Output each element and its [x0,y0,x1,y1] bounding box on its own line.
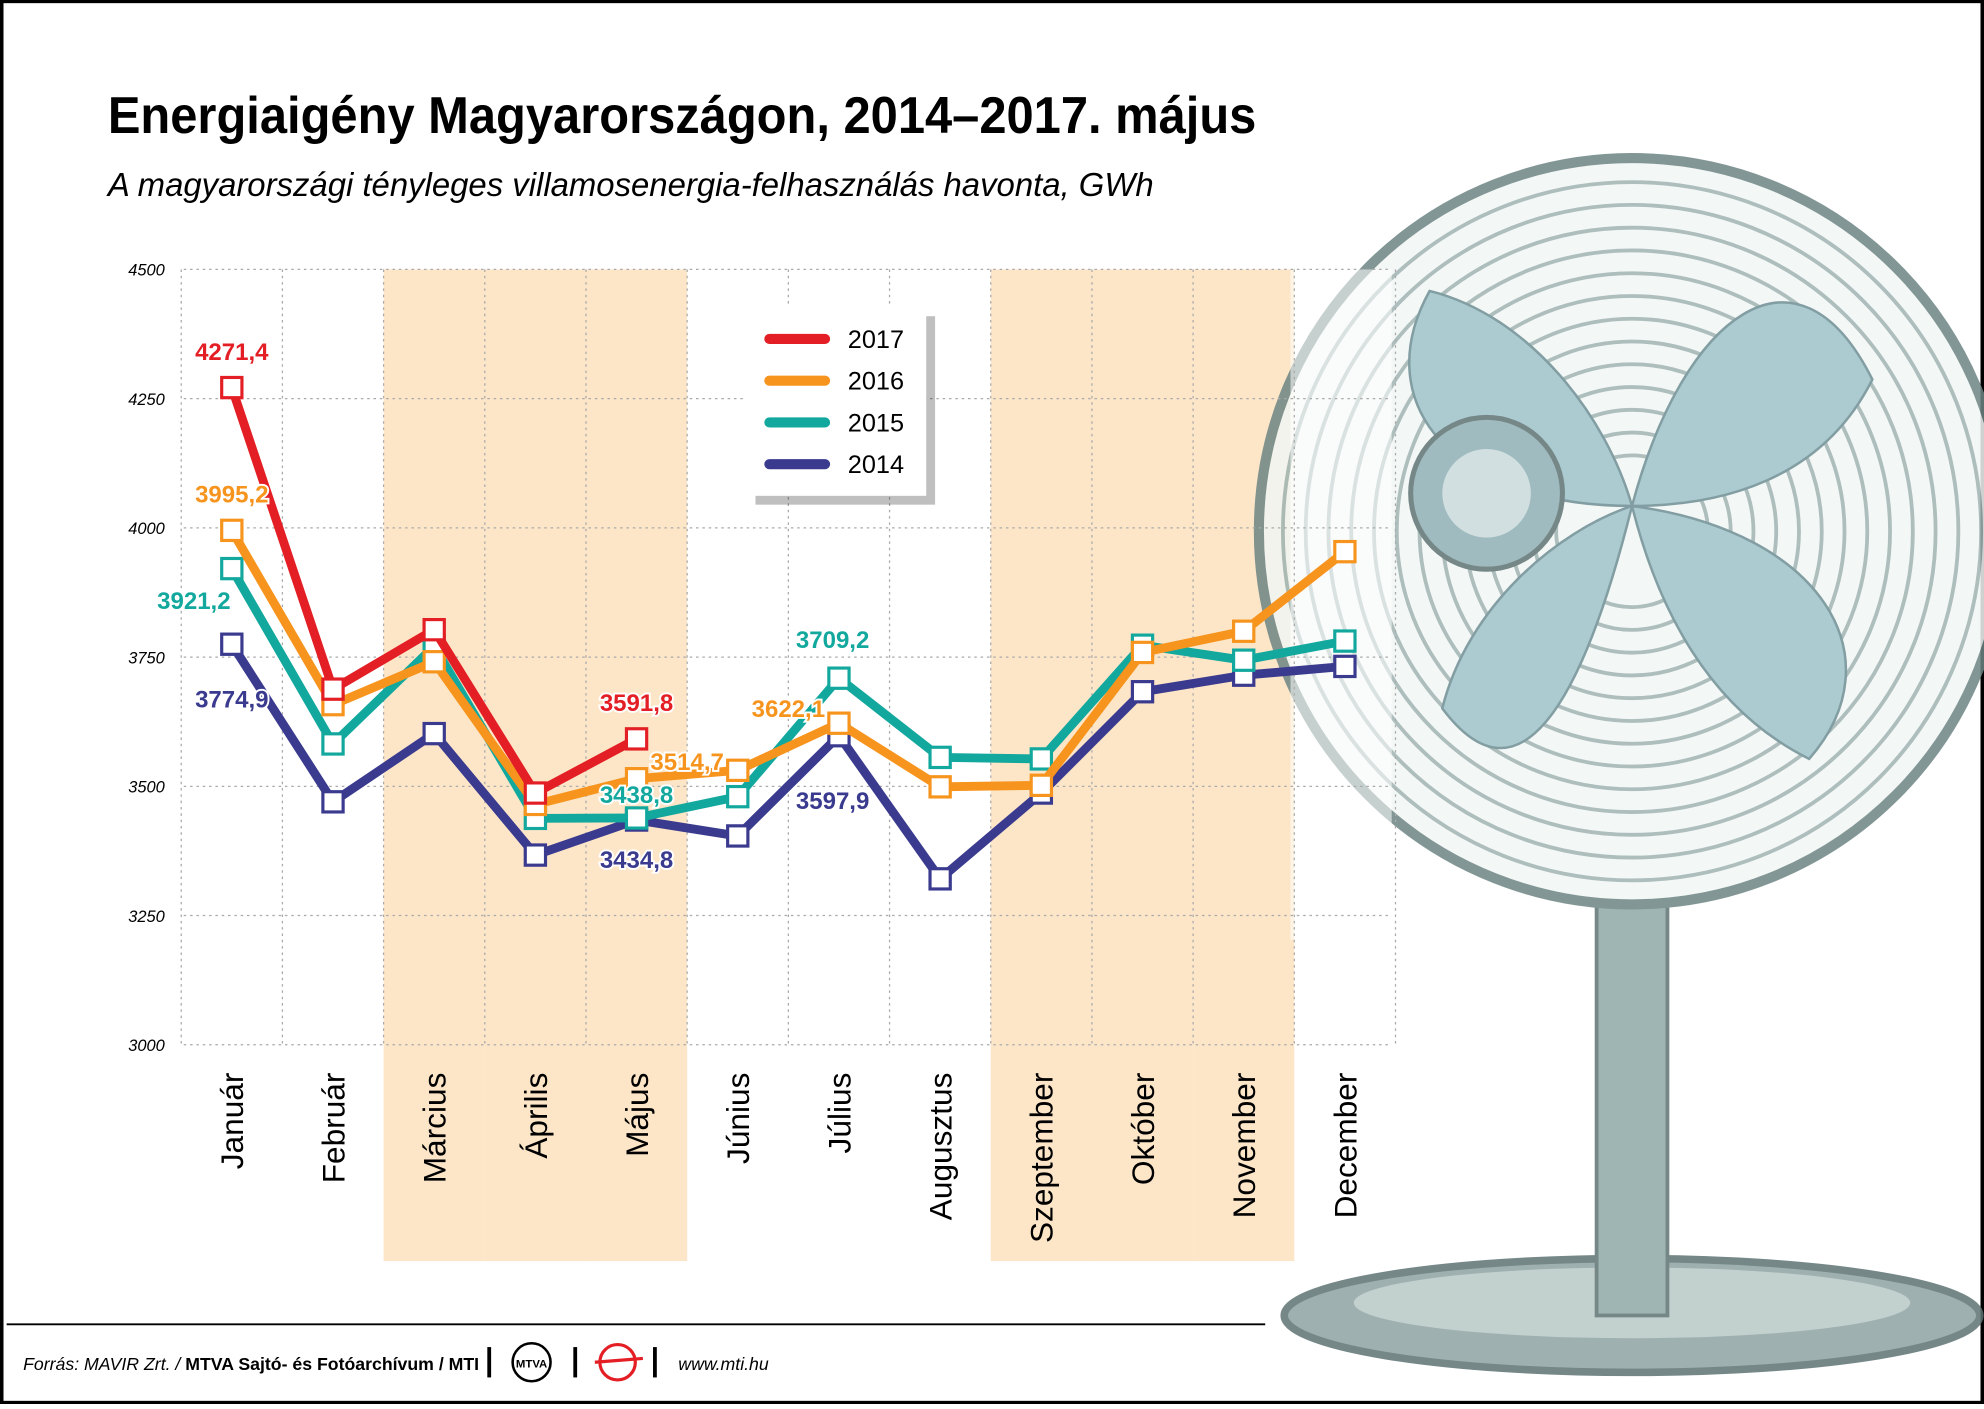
data-point [726,824,750,848]
separator [487,1347,492,1378]
x-tick-label: Május [619,1073,655,1157]
x-tick-label: Március [417,1073,453,1184]
y-tick-label: 3750 [128,649,165,667]
data-point [523,781,548,805]
x-tick-label: Július [821,1073,857,1154]
x-tick-label: Január [214,1073,250,1170]
mti-logo-icon [594,1342,644,1382]
data-point [220,556,244,581]
x-tick-label: November [1226,1073,1262,1219]
data-point [1130,680,1155,704]
data-point [523,843,548,867]
source-bold: MTVA Sajtó- és Fotóarchívum / MTI [185,1354,479,1374]
data-point [928,745,952,770]
band-március [383,269,485,1262]
legend-label-2017: 2017 [848,326,904,354]
data-label: 3774,9 [195,686,268,713]
y-tick-label: 4500 [128,262,165,280]
data-point [1232,619,1256,643]
data-point [220,518,244,543]
band-október [1091,269,1194,1262]
data-label: 3622,1 [752,696,825,723]
data-label: 3434,8 [600,847,673,874]
data-label: 3921,2 [157,588,230,615]
data-labels: 4271,4 3995,2 3921,2 3774,9 3591,8 3514,7 3438… [155,337,871,876]
data-point [1232,648,1256,672]
data-point [726,784,750,809]
series-2016 [220,518,1357,817]
x-tick-label: December [1327,1073,1363,1219]
footer-source: Forrás: MAVIR Zrt. / MTVA Sajtó- és Fotó… [23,1354,479,1374]
y-tick-label: 3250 [128,908,165,926]
data-point [624,806,649,830]
grid [180,268,1397,1046]
x-axis: Január Február Március Április Május Június Jú… [214,1073,1363,1243]
december-overlay [1290,269,1392,940]
x-tick-label: Október [1125,1073,1161,1185]
x-tick-label: Február [315,1073,351,1184]
data-point [321,790,345,814]
data-point [1029,773,1054,797]
series-line-2014 [228,641,1346,884]
x-tick-label: Szeptember [1024,1073,1060,1243]
band-május [585,269,688,1262]
source-prefix: Forrás: MAVIR Zrt. / [23,1354,185,1374]
data-label: 3438,8 [600,782,673,809]
series-2017 [220,375,649,805]
legend-label-2014: 2014 [848,451,904,479]
data-point [624,727,649,751]
data-point [928,867,952,891]
mtva-logo-text: MTVA [516,1358,547,1370]
data-label: 3597,9 [796,788,869,815]
fan-illustration [1253,153,1984,1377]
data-point [220,375,244,400]
legend: 2017 2016 2015 2014 [746,307,936,505]
series [220,375,1357,891]
chart-title: Energiaigény Magyarországon, 2014–2017. … [108,86,1256,144]
x-tick-label: Április [518,1073,554,1159]
x-tick-label: Augusztus [923,1073,959,1221]
data-point [422,721,446,746]
data-point [1333,539,1357,564]
separator [653,1347,657,1378]
y-tick-label: 4250 [128,391,165,409]
data-point [422,618,446,642]
fan-guard-ring [1394,294,1870,769]
data-point [726,758,750,783]
data-label: 3995,2 [195,482,268,509]
data-label: 4271,4 [195,339,269,366]
data-point [1029,747,1054,771]
data-point [422,650,446,674]
y-tick-label: 4000 [128,520,165,538]
data-point [827,711,851,735]
season-bands [383,269,1295,1262]
mtva-logo [511,1342,552,1383]
data-label: 3591,8 [600,690,673,717]
data-point [827,666,851,690]
data-point [321,677,345,701]
y-tick-label: 3000 [128,1037,165,1055]
series-line-2016 [227,528,1348,809]
footer-url[interactable]: www.mti.hu [678,1354,769,1374]
data-point [220,632,244,656]
data-point [1333,629,1357,653]
data-label: 3514,7 [650,749,723,776]
data-label: 3709,2 [796,627,869,654]
separator [573,1347,578,1378]
chart-subtitle: A magyarországi tényleges villamosenergi… [106,166,1154,203]
fan-guard-ring [1281,180,1984,883]
legend-label-2015: 2015 [848,409,904,437]
data-point [1333,654,1357,679]
legend-label-2016: 2016 [848,368,904,396]
x-tick-label: Június [720,1073,756,1164]
y-axis: 3000 3250 3500 3750 4000 4250 4500 [128,262,165,1055]
y-tick-label: 3500 [128,779,165,797]
data-point [624,767,649,791]
data-point [1130,640,1155,665]
data-point [928,775,952,799]
data-point [321,732,345,756]
